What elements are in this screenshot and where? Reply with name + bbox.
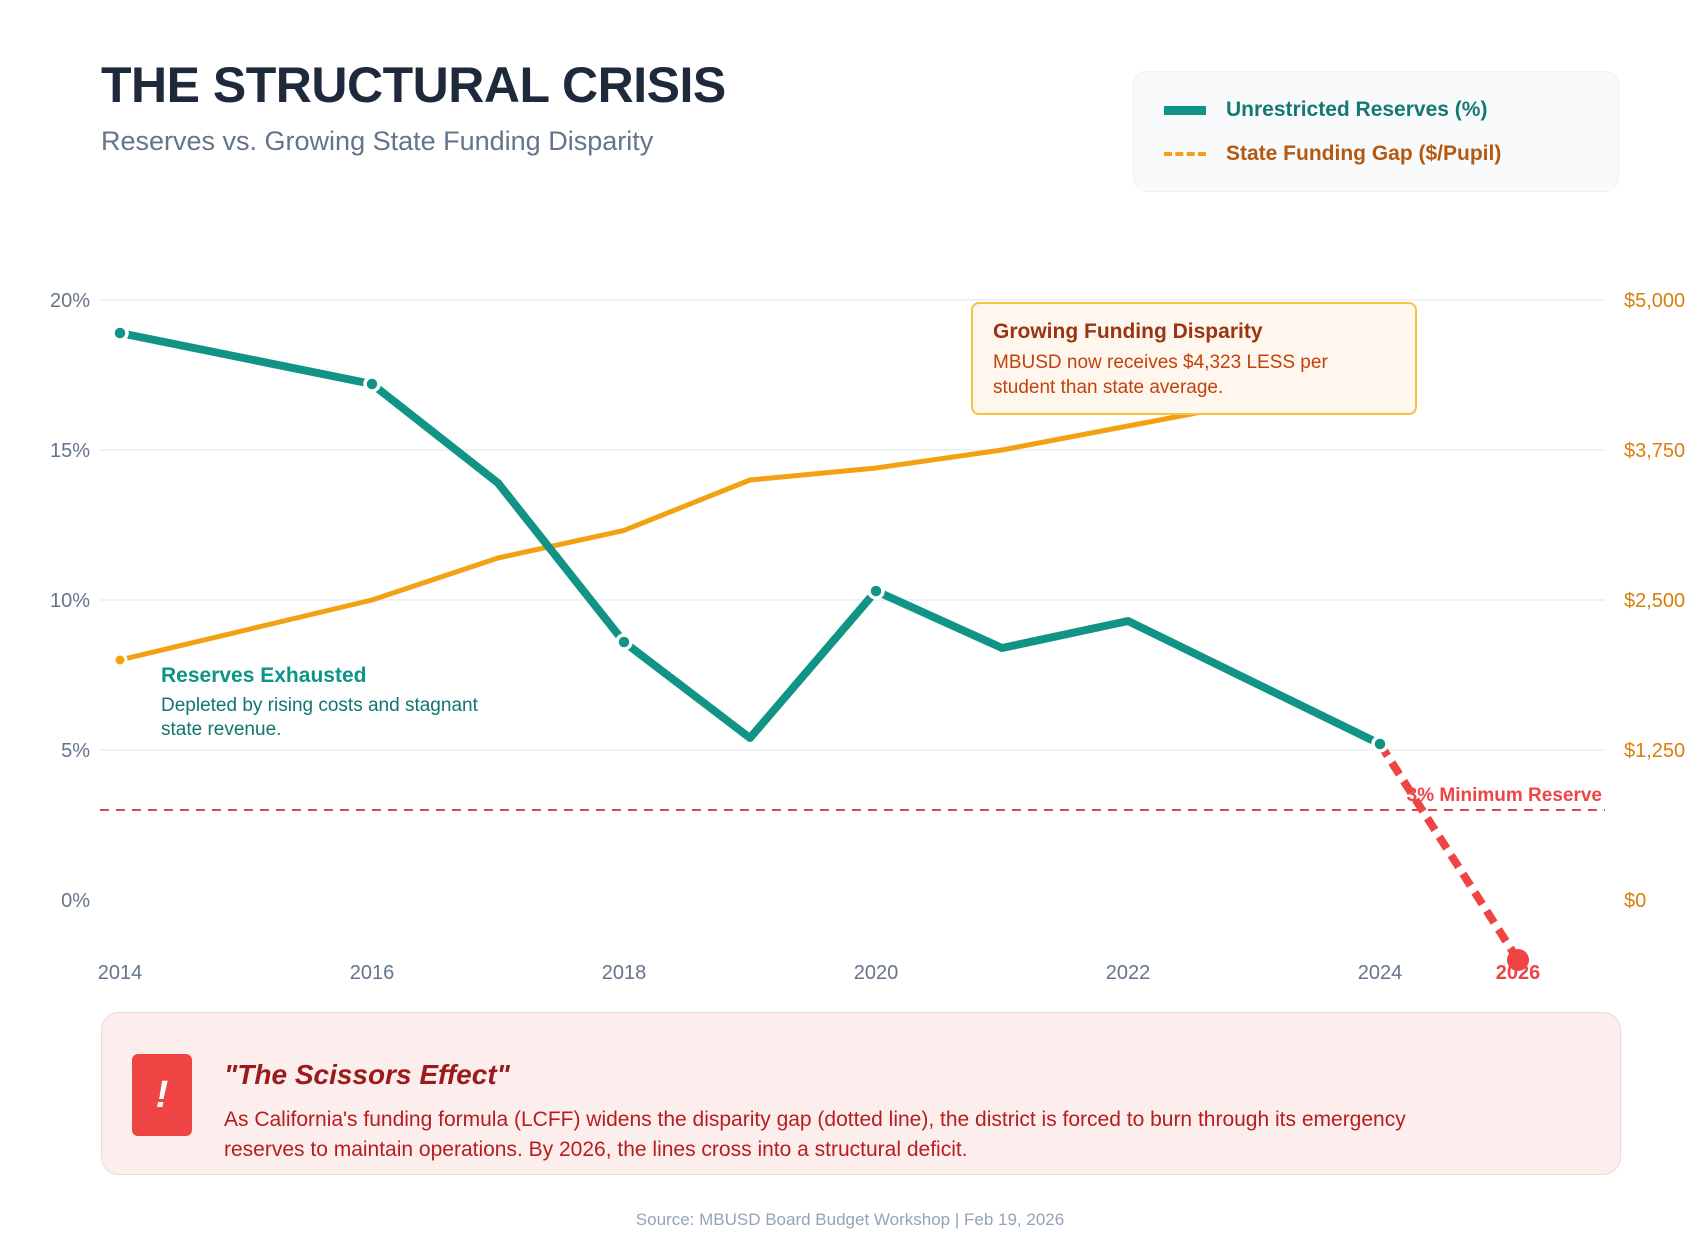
dashed-line-swatch-icon xyxy=(1164,152,1206,156)
annotation-body: Depleted by rising costs and stagnant st… xyxy=(161,695,478,740)
chart-legend: Unrestricted Reserves (%) State Funding … xyxy=(1133,71,1619,192)
projected-reserves-line xyxy=(1376,741,1522,963)
annotation-title: Reserves Exhausted xyxy=(161,664,367,687)
y-left-tick-label: 15% xyxy=(50,440,90,462)
annotation-title: Growing Funding Disparity xyxy=(993,320,1263,343)
reference-lines: 3% Minimum Reserve xyxy=(100,785,1605,811)
legend-item-funding-gap[interactable]: State Funding Gap ($/Pupil) xyxy=(1164,142,1501,166)
y-right-tick-label: $0 xyxy=(1624,890,1646,912)
y-right-tick-label: $2,500 xyxy=(1624,590,1685,612)
axes: 0% 5% 10% 15% 20% $0 $1,250 $2,500 $3,750 $5,000 2… xyxy=(50,290,1685,984)
funding-gap-line xyxy=(117,378,1383,663)
x-tick-label: 2026 xyxy=(1496,962,1541,984)
callout-title: "The Scissors Effect" xyxy=(224,1059,510,1090)
legend-item-reserves[interactable]: Unrestricted Reserves (%) xyxy=(1164,98,1487,122)
funding-disparity-annotation: Growing Funding Disparity MBUSD now rece… xyxy=(971,302,1417,415)
reserves-point xyxy=(1371,735,1389,753)
reserves-point xyxy=(615,633,633,651)
page-subtitle: Reserves vs. Growing State Funding Dispa… xyxy=(101,126,654,156)
y-left-tick-label: 0% xyxy=(61,890,90,912)
x-tick-label: 2024 xyxy=(1358,962,1403,984)
x-tick-label: 2018 xyxy=(602,962,647,984)
source-note: Source: MBUSD Board Budget Workshop | Fe… xyxy=(635,1210,1065,1229)
legend-label: State Funding Gap ($/Pupil) xyxy=(1226,142,1502,165)
reserves-point xyxy=(363,375,381,393)
legend-label: Unrestricted Reserves (%) xyxy=(1226,98,1488,121)
minimum-reserve-label: 3% Minimum Reserve xyxy=(1407,785,1602,806)
annotation-body: MBUSD now receives $4,323 LESS per stude… xyxy=(993,352,1328,398)
reserves-point xyxy=(867,582,885,600)
gridlines xyxy=(100,299,1605,751)
page-title: THE STRUCTURAL CRISIS xyxy=(101,57,726,113)
funding-gap-point xyxy=(112,652,128,668)
y-left-tick-label: 20% xyxy=(50,290,90,312)
alert-icon: ! xyxy=(132,1054,192,1136)
x-tick-label: 2022 xyxy=(1106,962,1151,984)
x-tick-label: 2016 xyxy=(350,962,395,984)
series xyxy=(111,324,1529,971)
x-tick-label: 2014 xyxy=(98,962,143,984)
y-right-tick-label: $3,750 xyxy=(1624,440,1685,462)
reserves-point xyxy=(111,324,129,342)
chart-plot: 0% 5% 10% 15% 20% $0 $1,250 $2,500 $3,750 $5,000 2… xyxy=(50,290,1685,984)
y-left-tick-label: 5% xyxy=(61,740,90,762)
solid-line-swatch-icon xyxy=(1164,105,1206,115)
y-right-tick-label: $1,250 xyxy=(1624,740,1685,762)
x-tick-label: 2020 xyxy=(854,962,899,984)
y-right-tick-label: $5,000 xyxy=(1624,290,1685,312)
reserves-exhausted-annotation: Reserves Exhausted Depleted by rising co… xyxy=(161,664,481,742)
reserves-line xyxy=(116,329,1384,748)
projected-deficit-point xyxy=(1507,949,1529,971)
scissors-effect-callout: ! "The Scissors Effect" As California's … xyxy=(101,1012,1621,1175)
callout-body: As California's funding formula (LCFF) w… xyxy=(224,1108,1406,1161)
y-left-tick-label: 10% xyxy=(50,590,90,612)
